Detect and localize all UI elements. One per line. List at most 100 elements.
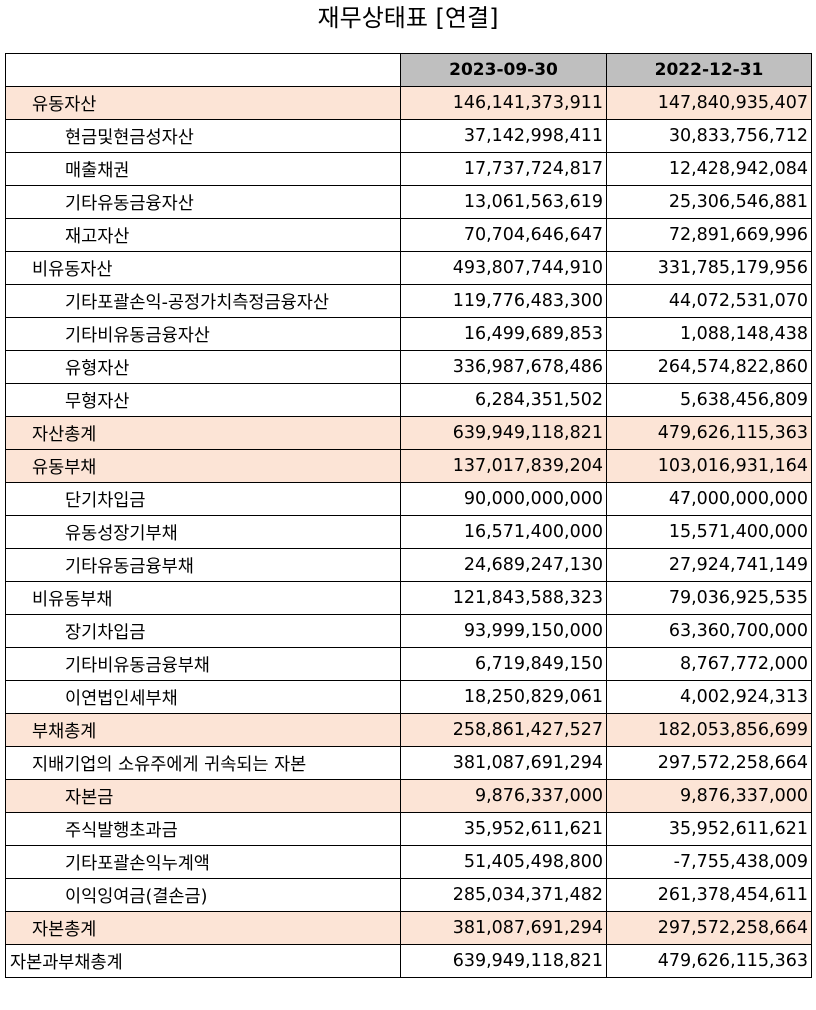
table-row: 유동성장기부채 16,571,400,000 15,571,400,000 <box>5 515 812 549</box>
value-2022-12-31: -7,755,438,009 <box>606 845 812 879</box>
row-label: 단기차입금 <box>5 482 401 516</box>
table-row: 재고자산 70,704,646,647 72,891,669,996 <box>5 218 812 252</box>
page-title: 재무상태표 [연결] <box>317 4 499 32</box>
value-2022-12-31: 30,833,756,712 <box>606 119 812 153</box>
row-label: 이익잉여금(결손금) <box>5 878 401 912</box>
row-label: 주식발행초과금 <box>5 812 401 846</box>
value-2022-12-31: 47,000,000,000 <box>606 482 812 516</box>
value-2023-09-30: 639,949,118,821 <box>400 944 607 978</box>
row-label: 재고자산 <box>5 218 401 252</box>
table-row: 장기차입금 93,999,150,000 63,360,700,000 <box>5 614 812 648</box>
value-2023-09-30: 121,843,588,323 <box>400 581 607 615</box>
value-2022-12-31: 8,767,772,000 <box>606 647 812 681</box>
value-2022-12-31: 5,638,456,809 <box>606 383 812 417</box>
value-2022-12-31: 103,016,931,164 <box>606 449 812 483</box>
table-row: 유동자산 146,141,373,911 147,840,935,407 <box>5 86 812 120</box>
row-label: 유동자산 <box>5 86 401 120</box>
value-2022-12-31: 261,378,454,611 <box>606 878 812 912</box>
row-label: 지배기업의 소유주에게 귀속되는 자본 <box>5 746 401 780</box>
value-2022-12-31: 72,891,669,996 <box>606 218 812 252</box>
table-row: 무형자산 6,284,351,502 5,638,456,809 <box>5 383 812 417</box>
value-2023-09-30: 285,034,371,482 <box>400 878 607 912</box>
row-label: 부채총계 <box>5 713 401 747</box>
value-2023-09-30: 37,142,998,411 <box>400 119 607 153</box>
value-2023-09-30: 17,737,724,817 <box>400 152 607 186</box>
value-2022-12-31: 147,840,935,407 <box>606 86 812 120</box>
table-row: 이연법인세부채 18,250,829,061 4,002,924,313 <box>5 680 812 714</box>
table-row: 기타비유동금융자산 16,499,689,853 1,088,148,438 <box>5 317 812 351</box>
column-header-2022: 2022-12-31 <box>606 53 812 87</box>
row-label: 자본과부채총계 <box>5 944 401 978</box>
value-2023-09-30: 16,499,689,853 <box>400 317 607 351</box>
value-2022-12-31: 1,088,148,438 <box>606 317 812 351</box>
value-2022-12-31: 479,626,115,363 <box>606 416 812 450</box>
value-2023-09-30: 639,949,118,821 <box>400 416 607 450</box>
row-label: 자본총계 <box>5 911 401 945</box>
value-2022-12-31: 264,574,822,860 <box>606 350 812 384</box>
value-2022-12-31: 63,360,700,000 <box>606 614 812 648</box>
table-row: 자본과부채총계 639,949,118,821 479,626,115,363 <box>5 944 812 978</box>
value-2022-12-31: 9,876,337,000 <box>606 779 812 813</box>
row-label: 현금및현금성자산 <box>5 119 401 153</box>
row-label: 기타유동금융부채 <box>5 548 401 582</box>
table-row: 자산총계 639,949,118,821 479,626,115,363 <box>5 416 812 450</box>
value-2022-12-31: 4,002,924,313 <box>606 680 812 714</box>
value-2023-09-30: 146,141,373,911 <box>400 86 607 120</box>
value-2022-12-31: 79,036,925,535 <box>606 581 812 615</box>
value-2022-12-31: 182,053,856,699 <box>606 713 812 747</box>
table-row: 단기차입금 90,000,000,000 47,000,000,000 <box>5 482 812 516</box>
table-row: 자본금 9,876,337,000 9,876,337,000 <box>5 779 812 813</box>
row-label: 비유동부채 <box>5 581 401 615</box>
table-row: 기타포괄손익누계액 51,405,498,800 -7,755,438,009 <box>5 845 812 879</box>
value-2023-09-30: 6,284,351,502 <box>400 383 607 417</box>
value-2023-09-30: 51,405,498,800 <box>400 845 607 879</box>
row-label: 매출채권 <box>5 152 401 186</box>
balance-sheet-table: 2023-09-30 2022-12-31 유동자산 146,141,373,91… <box>5 53 812 978</box>
row-label: 기타포괄손익누계액 <box>5 845 401 879</box>
table-row: 부채총계 258,861,427,527 182,053,856,699 <box>5 713 812 747</box>
table-row: 주식발행초과금 35,952,611,621 35,952,611,621 <box>5 812 812 846</box>
value-2022-12-31: 35,952,611,621 <box>606 812 812 846</box>
table-row: 기타비유동금융부채 6,719,849,150 8,767,772,000 <box>5 647 812 681</box>
value-2023-09-30: 90,000,000,000 <box>400 482 607 516</box>
table-row: 이익잉여금(결손금) 285,034,371,482 261,378,454,611 <box>5 878 812 912</box>
table-row: 기타포괄손익-공정가치측정금융자산 119,776,483,300 44,072,5… <box>5 284 812 318</box>
value-2023-09-30: 35,952,611,621 <box>400 812 607 846</box>
row-label: 비유동자산 <box>5 251 401 285</box>
table-row: 유동부채 137,017,839,204 103,016,931,164 <box>5 449 812 483</box>
table-row: 기타유동금융부채 24,689,247,130 27,924,741,149 <box>5 548 812 582</box>
value-2023-09-30: 137,017,839,204 <box>400 449 607 483</box>
value-2023-09-30: 493,807,744,910 <box>400 251 607 285</box>
value-2023-09-30: 16,571,400,000 <box>400 515 607 549</box>
value-2022-12-31: 297,572,258,664 <box>606 746 812 780</box>
value-2023-09-30: 381,087,691,294 <box>400 911 607 945</box>
value-2022-12-31: 297,572,258,664 <box>606 911 812 945</box>
table-row: 지배기업의 소유주에게 귀속되는 자본 381,087,691,294 297,57… <box>5 746 812 780</box>
table-row: 자본총계 381,087,691,294 297,572,258,664 <box>5 911 812 945</box>
table-header-row: 2023-09-30 2022-12-31 <box>5 53 812 87</box>
row-label: 기타비유동금융자산 <box>5 317 401 351</box>
value-2023-09-30: 18,250,829,061 <box>400 680 607 714</box>
value-2023-09-30: 24,689,247,130 <box>400 548 607 582</box>
row-label: 유형자산 <box>5 350 401 384</box>
value-2023-09-30: 336,987,678,486 <box>400 350 607 384</box>
value-2023-09-30: 70,704,646,647 <box>400 218 607 252</box>
value-2023-09-30: 258,861,427,527 <box>400 713 607 747</box>
row-label: 이연법인세부채 <box>5 680 401 714</box>
row-label: 유동부채 <box>5 449 401 483</box>
row-label: 무형자산 <box>5 383 401 417</box>
table-row: 매출채권 17,737,724,817 12,428,942,084 <box>5 152 812 186</box>
row-label: 유동성장기부채 <box>5 515 401 549</box>
row-label: 기타비유동금융부채 <box>5 647 401 681</box>
row-label: 기타포괄손익-공정가치측정금융자산 <box>5 284 401 318</box>
table-row: 기타유동금융자산 13,061,563,619 25,306,546,881 <box>5 185 812 219</box>
row-label: 자본금 <box>5 779 401 813</box>
value-2023-09-30: 119,776,483,300 <box>400 284 607 318</box>
value-2022-12-31: 44,072,531,070 <box>606 284 812 318</box>
value-2022-12-31: 331,785,179,956 <box>606 251 812 285</box>
value-2022-12-31: 479,626,115,363 <box>606 944 812 978</box>
value-2023-09-30: 381,087,691,294 <box>400 746 607 780</box>
table-body: 유동자산 146,141,373,911 147,840,935,407 현금및현금성… <box>5 86 812 978</box>
value-2022-12-31: 12,428,942,084 <box>606 152 812 186</box>
row-label: 기타유동금융자산 <box>5 185 401 219</box>
